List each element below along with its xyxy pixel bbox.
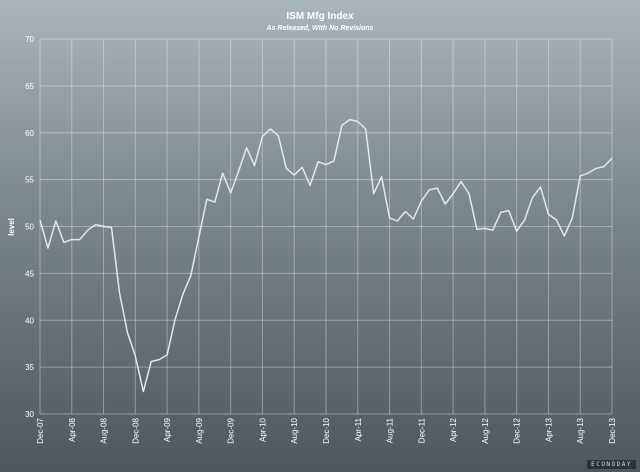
x-tick-label: Apr-12: [449, 417, 458, 442]
y-axis-label: level: [7, 218, 16, 236]
y-tick-label: 60: [25, 129, 34, 138]
x-tick-label: Dec-08: [131, 417, 140, 443]
x-tick-label: Apr-10: [258, 417, 267, 442]
y-tick-label: 35: [25, 363, 34, 372]
y-tick-label: 65: [25, 82, 34, 91]
x-tick-label: Dec-11: [417, 417, 426, 443]
x-tick-label: Aug-13: [576, 417, 585, 443]
x-tick-label: Apr-13: [544, 417, 553, 442]
x-tick-label: Dec-07: [36, 417, 45, 443]
series-line: [39, 118, 613, 393]
y-tick-label: 70: [25, 35, 34, 44]
x-tick-label: Aug-12: [481, 417, 490, 443]
x-tick-label: Apr-09: [163, 417, 172, 442]
series-layer: [39, 118, 613, 393]
x-tick-label: Dec-09: [227, 417, 236, 443]
x-tick-label: Aug-10: [290, 417, 299, 443]
econoday-logo: ECONODAY: [587, 460, 636, 469]
y-tick-label: 40: [25, 316, 34, 325]
y-tick-label: 50: [25, 223, 34, 232]
x-tick-label: Aug-09: [195, 417, 204, 443]
y-tick-label: 45: [25, 269, 34, 278]
x-tick-label: Apr-08: [68, 417, 77, 442]
x-tick-label: Dec-12: [513, 417, 522, 443]
chart-title: ISM Mfg Index: [286, 11, 354, 22]
chart-subtitle: As Released, With No Revisions: [266, 25, 374, 32]
x-tick-label: Dec-10: [322, 417, 331, 443]
x-tick-label: Apr-11: [354, 417, 363, 441]
x-tick-label: Dec-13: [608, 417, 617, 443]
y-axis-ticks: 30 35 40 45 50 55 60 65 70: [25, 35, 34, 419]
y-tick-label: 55: [25, 176, 34, 185]
x-axis-ticks: Dec-07 Apr-08 Aug-08 Dec-08 Apr-09 Aug-09 Dec-…: [36, 417, 617, 443]
y-tick-label: 30: [25, 410, 34, 419]
gridlines: [39, 38, 613, 415]
x-tick-label: Aug-11: [386, 417, 395, 443]
x-tick-label: Aug-08: [100, 417, 109, 443]
